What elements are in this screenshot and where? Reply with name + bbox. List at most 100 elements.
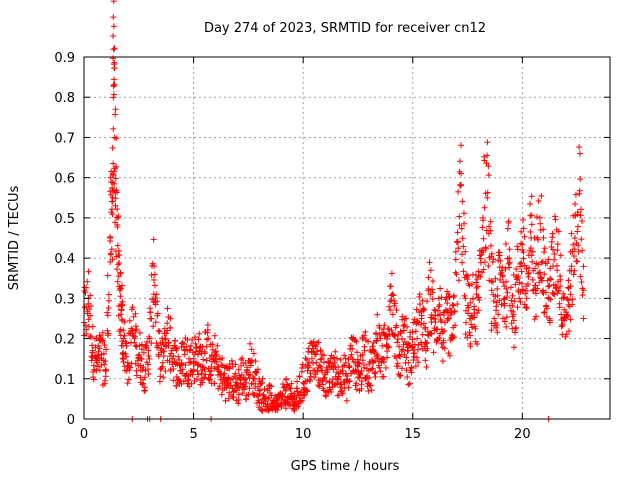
data-point [123, 340, 130, 347]
data-point [415, 359, 422, 366]
data-point [436, 301, 443, 308]
data-point [179, 339, 186, 346]
data-point [121, 332, 128, 339]
data-point [547, 276, 554, 283]
data-point [365, 367, 372, 374]
data-point [89, 347, 96, 354]
data-point [155, 351, 162, 358]
data-point [112, 195, 119, 202]
data-point [102, 373, 109, 380]
data-point [165, 339, 172, 346]
data-point [467, 299, 474, 306]
data-point [381, 322, 388, 329]
data-point [200, 356, 207, 363]
data-point [253, 369, 260, 376]
data-point [516, 295, 523, 302]
y-tick-label: 0.3 [54, 292, 75, 307]
data-point [437, 316, 444, 323]
data-point [94, 359, 101, 366]
data-point [452, 322, 459, 329]
data-point [296, 373, 303, 380]
data-point [300, 392, 307, 399]
data-point [531, 316, 538, 323]
data-point [425, 274, 432, 281]
data-point [110, 32, 117, 39]
y-tick-label: 0.7 [54, 131, 75, 146]
data-point [162, 368, 169, 375]
data-point [548, 243, 555, 250]
data-point [469, 324, 476, 331]
data-point [304, 388, 311, 395]
data-point [400, 327, 407, 334]
data-point [549, 230, 556, 237]
data-point [216, 371, 223, 378]
data-point [215, 366, 222, 373]
data-point [535, 236, 542, 243]
data-point [437, 330, 444, 337]
data-point [256, 387, 263, 394]
data-point [578, 206, 585, 213]
data-point [508, 297, 515, 304]
data-point [133, 326, 140, 333]
data-point [424, 298, 431, 305]
data-point [341, 385, 348, 392]
data-point [456, 222, 463, 229]
data-point [459, 251, 466, 258]
data-point [295, 403, 302, 410]
data-point [526, 247, 533, 254]
data-point [205, 335, 212, 342]
data-point [353, 349, 360, 356]
data-point [569, 301, 576, 308]
data-point [392, 331, 399, 338]
y-tick-label: 0.4 [54, 252, 75, 267]
data-point [406, 380, 413, 387]
data-point [523, 305, 530, 312]
data-point [445, 350, 452, 357]
data-point [145, 371, 152, 378]
data-point [287, 395, 294, 402]
data-point [117, 326, 124, 333]
data-point [114, 278, 121, 285]
data-point [189, 337, 196, 344]
data-point [535, 261, 542, 268]
data-point [153, 291, 160, 298]
data-point [132, 323, 139, 330]
data-point [268, 383, 275, 390]
data-point [456, 158, 463, 165]
data-point [110, 0, 117, 5]
data-point [221, 375, 228, 382]
data-point [151, 263, 158, 270]
data-point [523, 265, 530, 272]
data-point [404, 323, 411, 330]
data-point [460, 243, 467, 250]
data-point [503, 278, 510, 285]
data-point [315, 339, 322, 346]
data-point [518, 268, 525, 275]
data-point [393, 307, 400, 314]
data-point [450, 302, 457, 309]
data-point [580, 315, 587, 322]
data-point [164, 305, 171, 312]
data-point [358, 378, 365, 385]
data-point [291, 399, 298, 406]
data-point [538, 192, 545, 199]
data-point [449, 301, 456, 308]
data-point [369, 365, 376, 372]
data-point [110, 125, 117, 132]
data-point [336, 392, 343, 399]
data-point [119, 302, 126, 309]
data-points [81, 0, 587, 422]
data-point [163, 330, 170, 337]
data-point [138, 346, 145, 353]
data-point [193, 376, 200, 383]
data-point [125, 376, 132, 383]
data-point [365, 388, 372, 395]
data-point [286, 402, 293, 409]
data-point [170, 352, 177, 359]
data-point [410, 357, 417, 364]
data-point [404, 374, 411, 381]
data-point [459, 198, 466, 205]
data-point [114, 242, 121, 249]
data-point [500, 296, 507, 303]
data-point [540, 234, 547, 241]
